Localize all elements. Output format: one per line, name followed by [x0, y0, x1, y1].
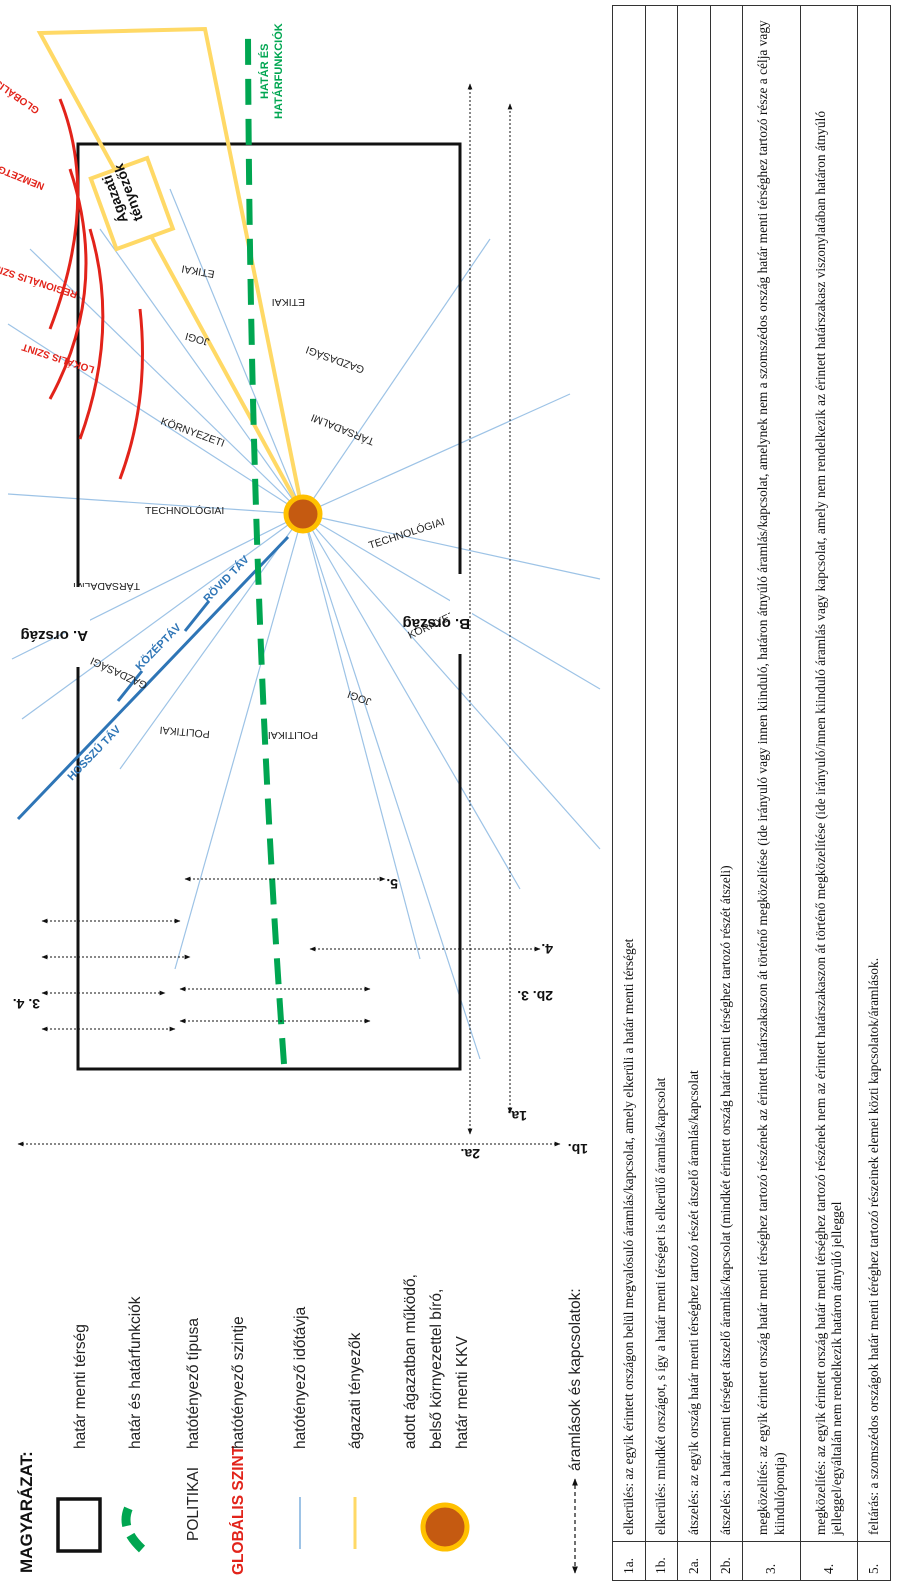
table-row: 4. megközelítés: az egyik érintett ország… — [800, 5, 858, 1581]
table-row: 1a. elkerülés: az egyik érintett országon… — [612, 5, 646, 1581]
country-a-label: A. ország — [20, 627, 88, 644]
level-national: NEMZETGAZDASÁGI SZINT — [0, 131, 46, 193]
time-horizon-axis — [16, 535, 290, 821]
row-code: 1b. — [645, 1541, 678, 1581]
level-arc-local — [118, 308, 144, 480]
border-label-2: HATÁRFUNKCIÓK — [272, 23, 285, 119]
level-global: GLOBÁLIS SZINT — [0, 59, 42, 117]
legend-factor-type-sample: POLITIKAI — [185, 1467, 202, 1541]
legend-factor-level-label: hatótényező szintje — [230, 1316, 247, 1449]
legend-border-region-icon — [56, 1497, 102, 1553]
flow-mark-1b: 1b. — [568, 1141, 588, 1157]
table-row: 5. feltárás: a szomszédos országok határ … — [857, 5, 891, 1581]
legend-sme-line-2: belső környezettel bíró, — [428, 1289, 445, 1449]
factor-b-technological: TECHNOLÓGIAI — [367, 515, 446, 552]
row-code: 4. — [800, 1541, 858, 1581]
border-line — [245, 33, 287, 1065]
legend-time-horizon-label: hatótényező időtávja — [292, 1306, 309, 1449]
level-local: LOKÁLIS SZINT — [20, 341, 96, 377]
row-description: megközelítés: az egyik érintett ország h… — [800, 5, 858, 1542]
flow-types-table: 1a. elkerülés: az egyik érintett országon… — [612, 5, 891, 1581]
legend-sme-line-3: határ menti KKV — [454, 1335, 471, 1449]
factor-b-ethical: ETIKAI — [272, 296, 305, 308]
flow-mark-bottom-a: 2b. 3. — [517, 988, 553, 1004]
country-a-label-bg — [66, 587, 90, 667]
factor-b-economic: GAZDASÁGI — [304, 343, 366, 376]
row-code: 2a. — [677, 1541, 711, 1581]
legend-factor-level-sample: GLOBÁLIS SZINT — [230, 1445, 247, 1575]
level-arc-regional — [78, 228, 105, 440]
row-description: megközelítés: az egyik érintett ország h… — [742, 5, 801, 1542]
table-row: 2b. átszelés: a határ menti térséget átsz… — [710, 5, 743, 1581]
country-b-label-bg — [450, 574, 472, 654]
row-description: elkerülés: az egyik érintett országon be… — [612, 5, 646, 1542]
factor-b-legal: JOGI — [346, 688, 373, 708]
legend-border-region-label: határ menti térség — [72, 1324, 89, 1449]
sectoral-box — [88, 155, 176, 252]
flow-mark-1a: 1a. — [508, 1108, 527, 1124]
row-description: feltárás: a szomszédos országok határ me… — [857, 5, 891, 1542]
time-short-label: RÖVID TÁV — [201, 552, 252, 605]
legend-border-functions-icon — [121, 1502, 146, 1553]
level-arc-global — [48, 98, 80, 330]
row-description: elkerülés: mindkét országot, s így a hat… — [645, 5, 678, 1542]
row-description: átszelés: az egyik ország határ menti té… — [677, 5, 711, 1542]
flow-mark-bottom-b: 4. — [541, 941, 553, 957]
legend-factor-type-label: hatótényező típusa — [185, 1318, 202, 1449]
table-row: 3. megközelítés: az egyik érintett ország… — [742, 5, 801, 1581]
legend-title: MAGYARÁZAT: — [17, 1451, 36, 1573]
sectoral-triangle — [36, 26, 305, 515]
legend-sectoral-label: ágazati tényezők — [347, 1332, 364, 1449]
table-row: 2a. átszelés: az egyik ország határ menti… — [677, 5, 711, 1581]
legend-border-functions-label: határ és határfunkciók — [127, 1296, 144, 1449]
diagram-canvas: MAGYARÁZAT: határ menti térség határ és … — [0, 23, 601, 1575]
factor-a-technological: TECHNOLÓGIAI — [145, 504, 224, 517]
sme-node — [283, 494, 323, 534]
row-code: 3. — [742, 1541, 801, 1581]
legend-sme-line-1: adott ágazatban működő, — [402, 1274, 419, 1449]
legend-sme-icon — [420, 1502, 470, 1552]
country-b-label: B. ország — [402, 615, 470, 632]
row-code: 1a. — [612, 1541, 646, 1581]
factor-b-political: POLITIKAI — [268, 729, 318, 741]
factor-a-environmental: KÖRNYEZETI — [159, 416, 226, 450]
row-code: 2b. — [710, 1541, 743, 1581]
border-label-1: HATÁR ÉS — [258, 44, 271, 99]
row-code: 5. — [857, 1541, 891, 1581]
time-tick-mid — [183, 600, 211, 632]
factor-a-political: POLITIKAI — [159, 724, 210, 740]
factor-a-legal: JOGI — [184, 330, 211, 348]
factor-a-ethical: ETIKAI — [181, 262, 216, 280]
row-description: átszelés: a határ menti térséget átszelő… — [710, 5, 743, 1542]
time-horizon-rays — [7, 148, 601, 1060]
time-tick-long — [116, 670, 144, 702]
flow-mark-2a: 2a. — [461, 1146, 480, 1162]
border-region-frame — [76, 142, 462, 1071]
flow-mark-top: 3. 4. — [13, 996, 40, 1012]
time-long-label: HOSSZÚ TÁV — [65, 723, 124, 784]
flow-mark-mid: 5. — [386, 876, 398, 892]
legend-flows-label: áramlások és kapcsolatok: — [567, 1288, 584, 1471]
time-mid-label: KÖZÉPTÁV — [133, 620, 184, 673]
table-row: 1b. elkerülés: mindkét országot, s így a … — [645, 5, 678, 1581]
factor-b-social: TÁRSADALMI — [309, 411, 376, 448]
